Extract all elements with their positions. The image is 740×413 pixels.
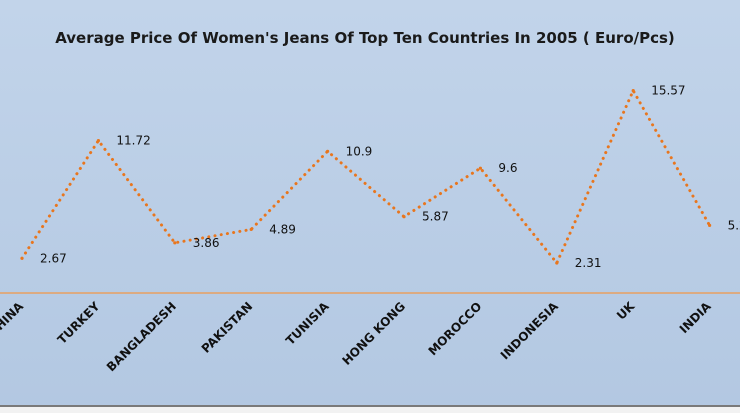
data-label-bangladesh: 3.86 bbox=[193, 236, 220, 250]
data-point-bangladesh bbox=[173, 241, 177, 245]
chart-title: Average Price Of Women's Jeans Of Top Te… bbox=[55, 29, 675, 47]
data-point-tunisia bbox=[326, 149, 330, 153]
chart-bottom-shadow bbox=[0, 407, 740, 413]
data-label-india: 5.2 bbox=[728, 218, 740, 232]
data-point-uk bbox=[631, 88, 635, 93]
data-label-tunisia: 10.9 bbox=[346, 144, 373, 158]
data-point-hong-kong bbox=[402, 215, 406, 219]
data-point-turkey bbox=[96, 139, 100, 143]
chart-bottom-border bbox=[0, 405, 740, 407]
series-line bbox=[20, 89, 712, 265]
data-point-indonesia bbox=[555, 261, 559, 265]
data-point-pakistan bbox=[249, 227, 253, 232]
data-label-pakistan: 4.89 bbox=[269, 222, 296, 236]
data-point-india bbox=[708, 223, 712, 227]
data-label-turkey: 11.72 bbox=[116, 134, 150, 148]
data-label-uk: 15.57 bbox=[651, 84, 685, 98]
data-label-china: 2.67 bbox=[40, 251, 67, 265]
data-label-morocco: 9.6 bbox=[498, 161, 517, 175]
series-layer bbox=[20, 88, 712, 265]
data-point-china bbox=[20, 256, 24, 260]
data-labels: 2.67 11.72 3.86 4.89 10.9 5.87 9.6 2.31 15.57 5.2 bbox=[40, 84, 740, 270]
data-point-morocco bbox=[478, 166, 482, 170]
data-label-hong-kong: 5.87 bbox=[422, 210, 449, 224]
data-label-indonesia: 2.31 bbox=[575, 256, 602, 270]
